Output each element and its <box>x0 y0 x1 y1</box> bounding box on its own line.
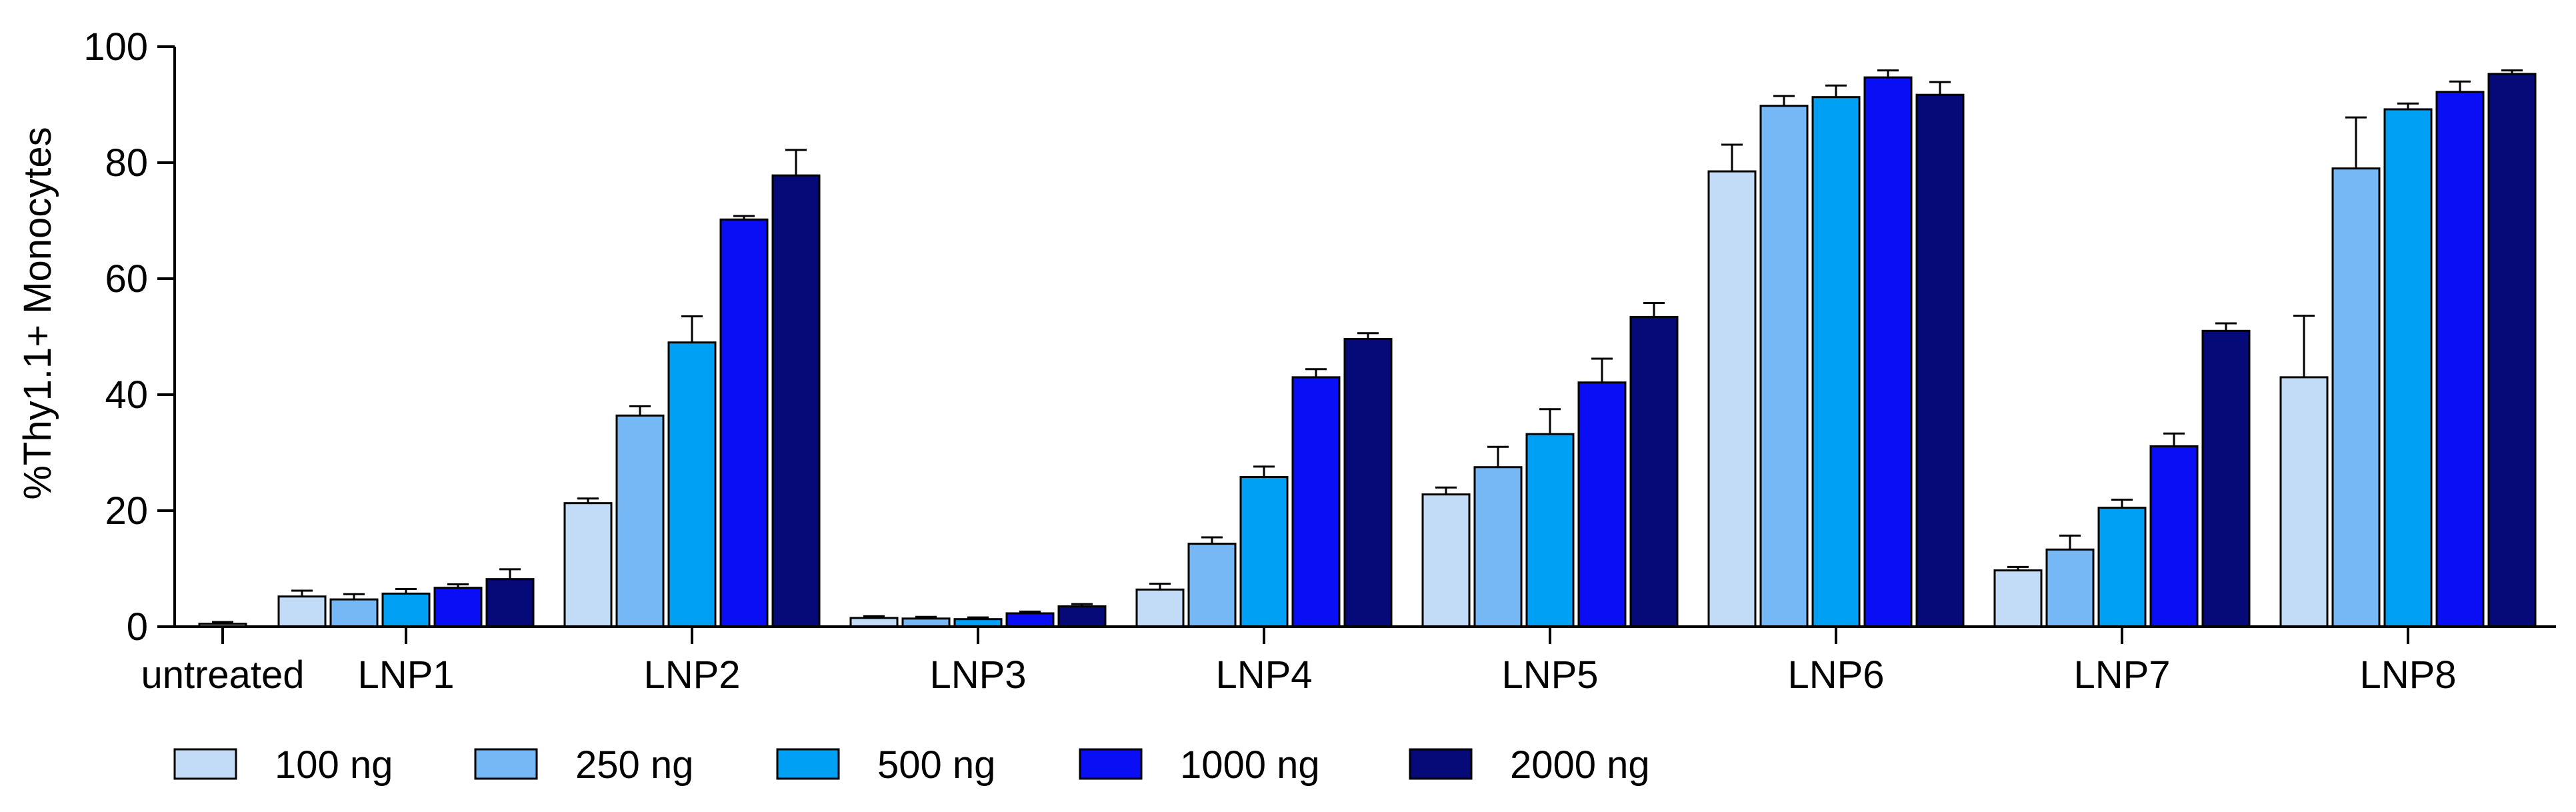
x-tick-label: LNP5 <box>1501 653 1598 697</box>
x-tick-label: untreated <box>141 653 304 697</box>
bar-LNP4-500ng <box>1239 476 1289 628</box>
x-tick-label: LNP2 <box>643 653 740 697</box>
y-tick-label: 40 <box>105 373 148 417</box>
legend-swatch-500ng <box>776 748 840 780</box>
bar-LNP2-2000ng <box>771 174 821 628</box>
legend-label-2000ng: 2000 ng <box>1510 743 1650 787</box>
plot-area <box>198 69 2537 628</box>
legend-label-100ng: 100 ng <box>275 743 393 787</box>
bar-LNP1-2000ng <box>485 578 535 628</box>
bar-LNP1-500ng <box>381 592 431 628</box>
legend-label-500ng: 500 ng <box>877 743 995 787</box>
legend-label-1000ng: 1000 ng <box>1180 743 1320 787</box>
bar-LNP1-1000ng <box>433 587 483 628</box>
legend-swatch-2000ng <box>1409 748 1473 780</box>
y-tick-label: 0 <box>127 605 148 649</box>
y-tick-label: 60 <box>105 257 148 301</box>
bar-LNP4-100ng <box>1135 588 1185 628</box>
bar-LNP2-250ng <box>615 414 665 628</box>
bar-LNP6-250ng <box>1759 105 1809 628</box>
legend-swatch-250ng <box>474 748 538 780</box>
bar-LNP2-1000ng <box>719 218 769 628</box>
y-tick-label: 80 <box>105 141 148 185</box>
bar-LNP5-1000ng <box>1577 381 1627 628</box>
bar-LNP2-500ng <box>667 341 717 628</box>
bar-LNP8-2000ng <box>2487 73 2537 628</box>
x-tick-label: LNP3 <box>929 653 1026 697</box>
x-tick-label: LNP1 <box>357 653 454 697</box>
legend: 100 ng 250 ng 500 ng 1000 ng 2000 ng <box>173 743 1650 787</box>
x-tick-label: LNP4 <box>1215 653 1312 697</box>
legend-label-250ng: 250 ng <box>575 743 693 787</box>
legend-swatch-1000ng <box>1079 748 1143 780</box>
bar-LNP3-1000ng <box>1005 612 1055 628</box>
bar-LNP1-100ng <box>277 595 327 628</box>
bar-LNP7-2000ng <box>2201 329 2251 628</box>
bar-LNP4-2000ng <box>1343 337 1393 628</box>
x-tick-label: LNP8 <box>2359 653 2456 697</box>
bar-LNP6-2000ng <box>1915 93 1965 628</box>
bar-LNP7-1000ng <box>2149 445 2199 628</box>
bar-LNP6-1000ng <box>1863 76 1913 628</box>
y-axis-title: %Thy1.1+ Monocytes <box>16 127 59 499</box>
bar-LNP4-250ng <box>1187 543 1237 628</box>
bar-LNP8-250ng <box>2331 167 2381 628</box>
bar-LNP8-100ng <box>2279 376 2329 628</box>
bar-LNP4-1000ng <box>1291 376 1341 628</box>
bar-LNP2-100ng <box>563 502 613 628</box>
x-tick-label: LNP7 <box>2073 653 2170 697</box>
legend-swatch-100ng <box>173 748 237 780</box>
bar-LNP6-100ng <box>1707 170 1757 628</box>
bar-LNP7-250ng <box>2045 548 2095 628</box>
bar-LNP5-2000ng <box>1629 315 1679 628</box>
bar-LNP3-2000ng <box>1057 605 1107 628</box>
bar-LNP7-500ng <box>2097 507 2147 628</box>
y-tick-label: 20 <box>105 489 148 533</box>
x-tick-label: LNP6 <box>1787 653 1884 697</box>
axes: untreated LNP1 LNP2 LNP3 LNP4 LNP5 LNP6 LNP7 LNP… <box>83 25 2556 697</box>
bar-LNP8-1000ng <box>2435 91 2485 628</box>
bar-LNP8-500ng <box>2383 108 2433 628</box>
y-tick-label: 100 <box>83 25 148 69</box>
bar-LNP6-500ng <box>1811 96 1861 628</box>
bar-LNP7-100ng <box>1993 569 2043 628</box>
bar-LNP1-250ng <box>329 598 379 628</box>
bar-LNP5-100ng <box>1421 493 1471 628</box>
bar-LNP5-250ng <box>1473 466 1523 628</box>
bar-LNP5-500ng <box>1525 433 1575 628</box>
